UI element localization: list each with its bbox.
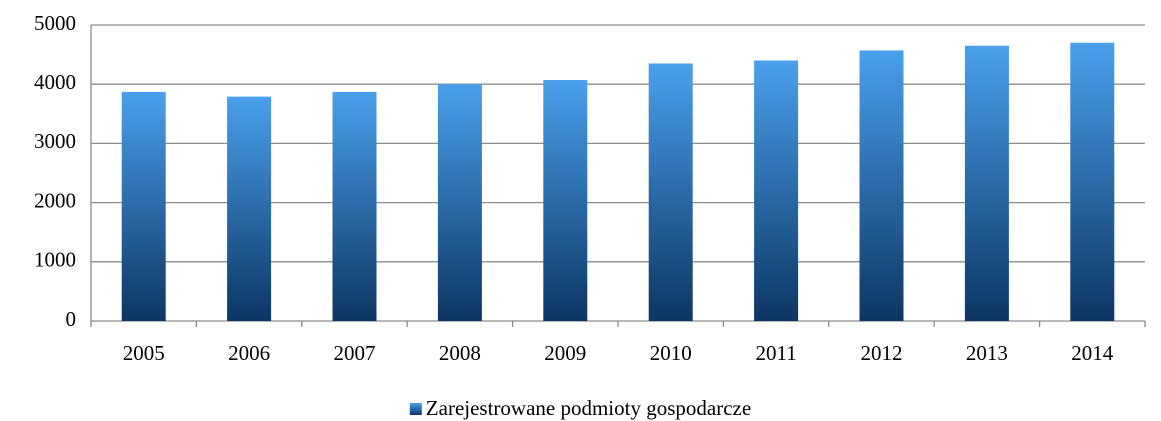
y-tick-label: 1000 [34,248,76,272]
x-tick-label: 2005 [123,341,165,365]
x-tick-label: 2009 [544,341,586,365]
x-tick-label: 2012 [861,341,903,365]
x-tick-label: 2013 [966,341,1008,365]
legend-label: Zarejestrowane podmioty gospodarcze [426,396,751,420]
x-tick-label: 2007 [334,341,376,365]
y-tick-label: 5000 [34,11,76,35]
bar [1070,42,1115,321]
bar [437,84,482,321]
bar [332,91,377,321]
x-tick-label: 2006 [228,341,270,365]
legend-marker [409,403,422,415]
y-tick-label: 2000 [34,188,76,212]
x-tick-label: 2011 [755,341,796,365]
bar [754,60,799,322]
bar [648,63,693,321]
y-tick-label: 4000 [34,70,76,94]
x-tick-label: 2008 [439,341,481,365]
y-tick-label: 0 [66,307,77,331]
bar [859,50,904,322]
bar [121,91,166,321]
bar [964,45,1009,321]
y-tick-label: 3000 [34,129,76,153]
x-tick-label: 2010 [650,341,692,365]
bar [227,96,272,321]
bar [543,80,588,321]
x-tick-label: 2014 [1071,341,1114,365]
